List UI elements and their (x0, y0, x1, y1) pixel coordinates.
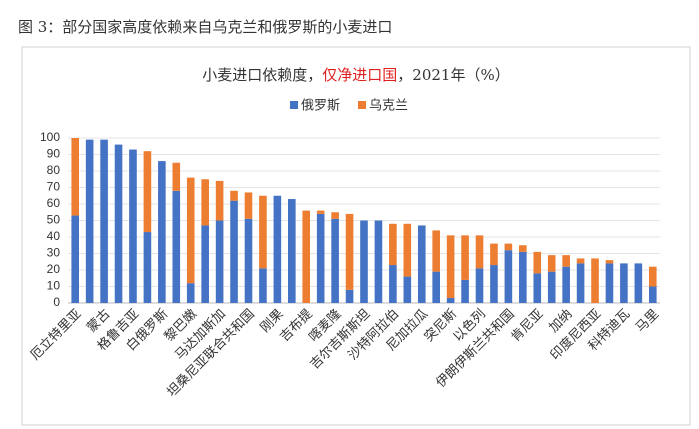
bar-segment (446, 235, 455, 299)
bar-segment (461, 279, 469, 303)
bar-segment (85, 139, 94, 303)
bar-segment (331, 218, 339, 303)
bar-segment (259, 195, 267, 269)
y-tick-label: 30 (47, 246, 61, 260)
y-tick-label: 20 (47, 262, 61, 276)
bar-segment (591, 258, 599, 303)
bar-segment (158, 161, 166, 303)
bar-segment (490, 265, 498, 303)
bar-segment (143, 232, 152, 303)
title-part: 小麦进口依赖度， (202, 66, 322, 84)
bar-segment (403, 276, 412, 303)
y-tick-label: 60 (47, 196, 61, 210)
bar-segment (547, 255, 556, 272)
bar-segment (114, 144, 123, 303)
bar-segment (71, 138, 80, 216)
bar-segment (244, 192, 253, 219)
y-tick-label: 50 (47, 213, 61, 227)
bar-segment (360, 220, 368, 303)
bar-segment (129, 149, 137, 303)
bar-segment (244, 218, 253, 303)
bar-segment (230, 190, 238, 201)
bar-segment (201, 179, 209, 226)
bar-segment (172, 162, 181, 191)
y-tick-label: 100 (40, 130, 60, 144)
bar-segment (374, 220, 383, 303)
bar-segment (215, 180, 224, 221)
bar-segment (143, 151, 152, 233)
bar-segment (446, 298, 455, 303)
bar-segment (302, 210, 311, 303)
bar-segment (648, 286, 657, 303)
bar-segment (201, 225, 209, 303)
y-tick-label: 40 (47, 229, 61, 243)
y-tick-label: 90 (47, 147, 61, 161)
bar-segment (389, 223, 397, 266)
title-part: ，2021年（%） (397, 66, 509, 84)
bar-segment (259, 268, 267, 303)
bar-segment (331, 212, 339, 219)
bar-segment (634, 263, 643, 303)
bar-segment (562, 266, 570, 303)
bar-segment (504, 243, 513, 251)
bar-segment (461, 235, 469, 280)
bar-segment (288, 199, 296, 303)
legend-label: 乌克兰 (369, 98, 408, 114)
bar-segment (230, 200, 238, 303)
bar-segment (389, 265, 397, 303)
bar-segment (533, 251, 542, 274)
chart-title: 小麦进口依赖度，仅净进口国，2021年（%） (202, 66, 509, 84)
bar-segment (576, 258, 585, 264)
bar-segment (547, 271, 556, 303)
y-tick-label: 70 (47, 180, 61, 194)
bar-segment (403, 223, 412, 277)
legend-swatch (290, 101, 298, 109)
bar-segment (432, 230, 440, 272)
bar-segment (533, 273, 542, 303)
title-part: 仅净进口国 (322, 66, 397, 84)
bar-segment (490, 243, 498, 266)
y-tick-label: 0 (53, 295, 60, 309)
bar-segment (504, 250, 513, 303)
bar-segment (345, 213, 354, 290)
legend-swatch (358, 101, 366, 109)
bar-segment (316, 213, 325, 303)
bar-segment (273, 195, 282, 303)
bar-segment (345, 289, 354, 303)
bar-segment (172, 190, 181, 303)
bar-segment (432, 271, 440, 303)
bar-segment (519, 251, 527, 303)
bar-segment (648, 266, 657, 287)
bar-segment (576, 263, 585, 303)
bar-segment (605, 260, 614, 264)
bar-segment (562, 255, 570, 267)
bar-segment (475, 268, 484, 303)
bar-segment (519, 245, 527, 252)
bar-segment (417, 225, 426, 303)
bar-segment (215, 220, 224, 303)
bar-segment (620, 263, 628, 303)
bar-segment (100, 139, 108, 303)
bar-segment (316, 210, 325, 214)
bar-segment (186, 283, 195, 303)
bar-segment (71, 215, 80, 303)
y-tick-label: 10 (47, 279, 61, 293)
y-tick-label: 80 (47, 163, 61, 177)
bar-segment (475, 235, 484, 269)
bar-segment (186, 177, 195, 284)
legend-label: 俄罗斯 (301, 99, 340, 114)
caption: 图 3：部分国家高度依赖来自乌克兰和俄罗斯的小麦进口 (18, 18, 392, 36)
bar-segment (605, 263, 614, 303)
